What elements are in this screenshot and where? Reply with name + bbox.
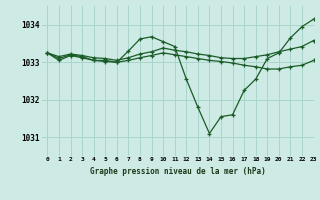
X-axis label: Graphe pression niveau de la mer (hPa): Graphe pression niveau de la mer (hPa) — [90, 167, 266, 176]
